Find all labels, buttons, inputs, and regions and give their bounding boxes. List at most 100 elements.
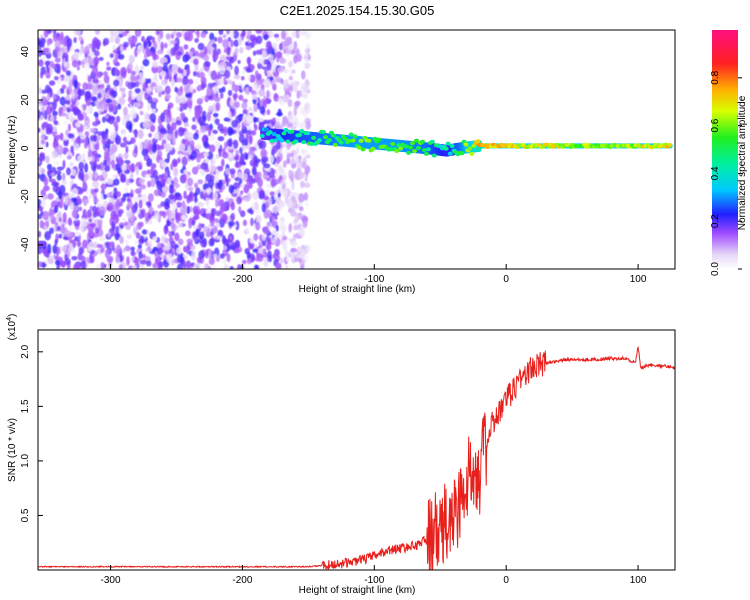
spectrogram-cell (154, 175, 160, 184)
spectrogram-cell (128, 123, 133, 133)
spectrogram-cell (222, 257, 227, 265)
spectrogram-cell (61, 179, 68, 186)
spectrogram-cell (268, 254, 273, 263)
spectrogram-cell (150, 177, 156, 188)
spectrogram-cell (67, 112, 74, 119)
spectrogram-cell (183, 122, 190, 127)
spectrogram-cell (78, 88, 85, 96)
spectrogram-cell (89, 127, 97, 133)
spectrogram-cell (166, 209, 172, 219)
spectrogram-cell (179, 106, 184, 112)
spectrogram-cell (47, 243, 52, 254)
spectrogram-cell (214, 118, 220, 125)
spectrogram-cell (209, 32, 215, 42)
spectrogram-cell (189, 51, 194, 57)
spectrogram-cell (106, 205, 112, 211)
spectrogram-cell (218, 87, 224, 93)
spectrogram-cell (122, 136, 128, 143)
spectrogram-cell (249, 237, 255, 244)
spectrogram-cell (273, 93, 280, 102)
spectrogram-cell (199, 231, 205, 240)
spectrogram-cell (258, 141, 263, 150)
spectrogram-cell (109, 154, 117, 160)
spectrogram-cell (201, 110, 207, 121)
spectrogram-cell (61, 84, 67, 90)
spectrogram-cell (269, 138, 275, 143)
spectrogram-cell (248, 154, 254, 159)
spectrogram-cell (161, 65, 169, 72)
spectrogram-cell (213, 96, 221, 102)
spectrogram-cell (166, 253, 173, 264)
spectrogram-cell (388, 147, 394, 152)
spectrogram-cell (160, 177, 164, 184)
spectrogram-cell (183, 69, 187, 77)
spectrogram-cell (404, 144, 410, 149)
spectrogram-cell (360, 147, 366, 152)
spectrogram-cell (62, 159, 66, 169)
spectrogram-cell (157, 34, 161, 43)
spectrogram-cell (148, 91, 152, 96)
spectrogram-cell (141, 229, 148, 235)
spectrogram-cell (291, 69, 296, 74)
spectrogram-cell (84, 131, 90, 137)
spectrogram-cell (143, 41, 147, 49)
spectrogram-cell (153, 73, 158, 81)
spectrogram-cell (105, 92, 111, 100)
spectrogram-cell (242, 219, 248, 227)
spectrogram-cell (130, 246, 135, 251)
spectrogram-cell (303, 85, 310, 93)
spectrogram-cell (239, 46, 244, 54)
spectrogram-cell (158, 91, 162, 98)
spectrogram-cell (40, 96, 48, 106)
spectrogram-cell (110, 143, 118, 154)
spectrogram-cell (63, 76, 70, 82)
spectrogram-cell (39, 71, 44, 79)
spectrogram-cell (300, 180, 305, 189)
spectrogram-cell (221, 184, 226, 190)
spectrogram-cell (275, 169, 281, 178)
spectrogram-cell (126, 135, 131, 142)
spectrogram-cell (116, 115, 121, 123)
spectrogram-cell (207, 249, 212, 260)
spectrogram-cell (223, 238, 230, 245)
spectrogram-cell (93, 198, 100, 203)
spectrogram-cell (133, 128, 138, 139)
spectrogram-cell (97, 131, 103, 136)
spectrogram-cell (206, 227, 211, 237)
snr-y-multiplier-exp: 4 (6, 317, 13, 321)
spectrogram-cell (38, 230, 42, 238)
spectrogram-cell (243, 183, 250, 194)
snr-y-axis: 0.5 1.0 1.5 2.0 (20, 344, 43, 522)
spectrogram-cell (134, 47, 138, 58)
spectrogram-cell (117, 53, 125, 60)
spectrogram-cell (191, 250, 197, 261)
spectrogram-cell (93, 50, 100, 57)
snr-panel: -300 -200 -100 0 100 0.5 1.0 1.5 2.0 Height of … (6, 314, 676, 596)
spectrogram-cell (298, 246, 302, 253)
spectrogram-cell (198, 131, 202, 137)
spectrogram-cell (102, 116, 106, 123)
spectrogram-cell (193, 262, 199, 269)
spectrogram-cell (221, 213, 228, 223)
spectrogram-cell (91, 66, 99, 76)
spectrogram-y-label: Frequency (Hz) (7, 116, 18, 185)
spectrogram-cell (181, 200, 186, 209)
spectrogram-cell (88, 194, 92, 200)
spectrogram-cell (352, 134, 358, 139)
spectrogram-cell (271, 216, 275, 227)
spectrogram-cell (275, 51, 283, 59)
spectrogram-cell (280, 79, 284, 85)
spectrogram-cell (45, 220, 49, 228)
spectrogram-cell (96, 140, 100, 151)
spectrogram-cell (390, 141, 396, 146)
spectrogram-cell (196, 256, 203, 264)
spectrogram-cell (199, 125, 207, 134)
spectrogram-cell (256, 214, 262, 224)
spectrogram-cell (221, 159, 225, 168)
spectrogram-cell (429, 139, 435, 144)
spectrogram-cell (124, 245, 131, 252)
spectrogram-cell (83, 57, 89, 63)
spectrogram-cell (146, 157, 153, 167)
spectrogram-cell (249, 74, 256, 83)
spectrogram-cell (114, 233, 121, 238)
